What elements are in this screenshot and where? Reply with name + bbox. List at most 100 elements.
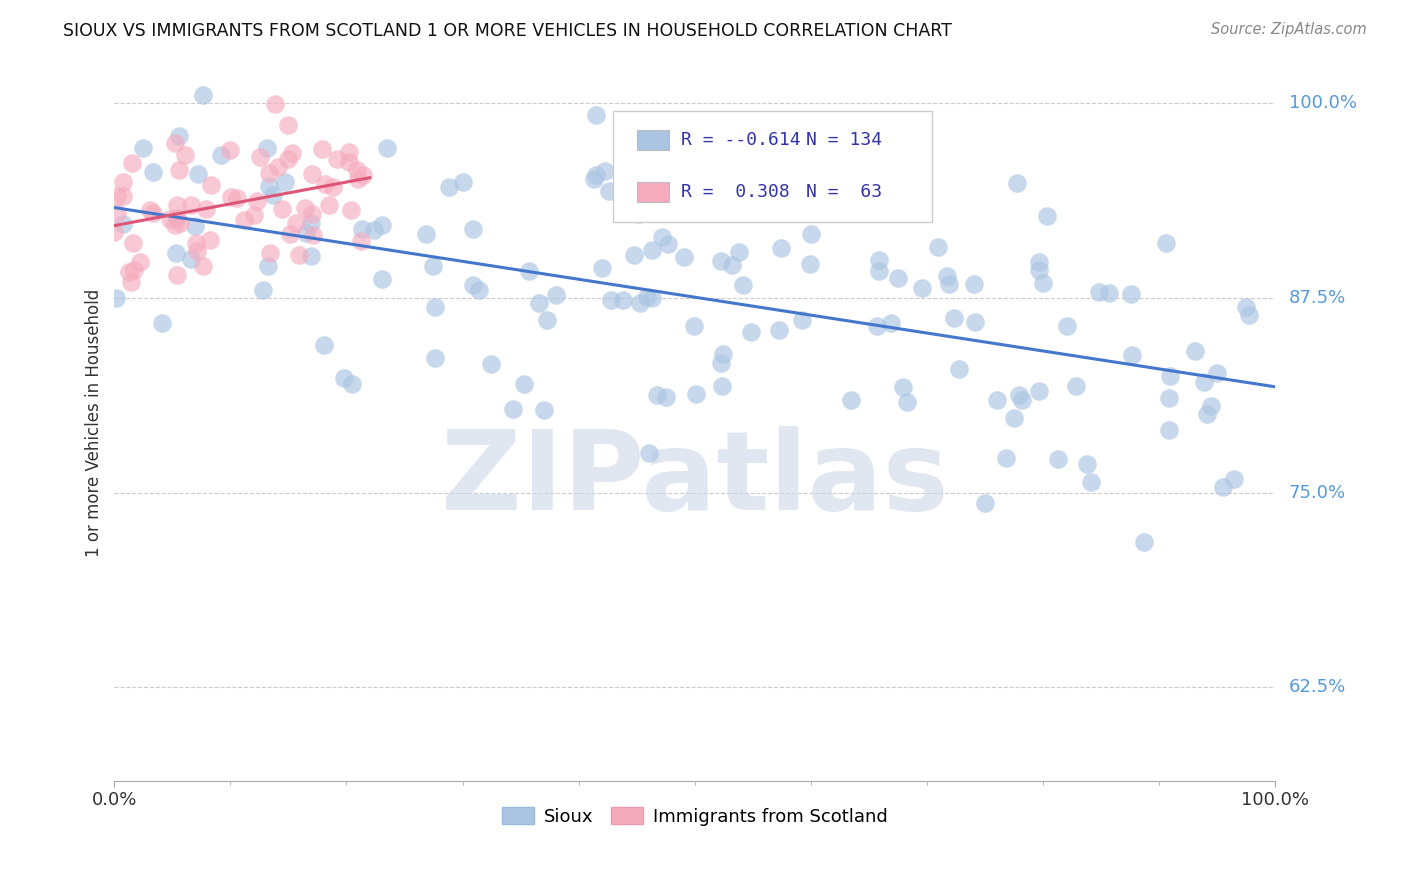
Point — [252, 283, 274, 297]
Point — [332, 371, 354, 385]
Point — [1064, 379, 1087, 393]
Point — [628, 207, 651, 221]
Point — [337, 145, 360, 159]
Point — [927, 240, 949, 254]
Point — [886, 271, 908, 285]
Point — [868, 264, 890, 278]
Point — [350, 234, 373, 248]
Point — [111, 217, 134, 231]
Point — [187, 167, 209, 181]
Point — [502, 401, 524, 416]
Point — [599, 293, 621, 307]
Point — [1028, 384, 1050, 398]
Point — [655, 390, 678, 404]
Point — [340, 203, 363, 218]
Point — [651, 230, 673, 244]
Point — [165, 136, 187, 150]
Point — [768, 323, 790, 337]
Point — [169, 216, 191, 230]
Point — [191, 260, 214, 274]
Point — [165, 219, 187, 233]
Point — [257, 259, 280, 273]
Point — [461, 278, 484, 293]
Point — [311, 142, 333, 156]
Point — [118, 265, 141, 279]
Point — [1206, 366, 1229, 380]
Text: ZIPatlas: ZIPatlas — [440, 426, 949, 533]
Point — [233, 213, 256, 227]
Point — [839, 392, 862, 407]
Point — [1121, 348, 1143, 362]
Point — [868, 253, 890, 268]
Point — [1154, 235, 1177, 250]
Point — [278, 227, 301, 241]
Point — [546, 288, 568, 302]
Point — [350, 222, 373, 236]
Point — [302, 228, 325, 243]
Point — [166, 198, 188, 212]
Point — [636, 290, 658, 304]
Text: R =  0.308: R = 0.308 — [681, 183, 789, 202]
Point — [1036, 209, 1059, 223]
Point — [180, 198, 202, 212]
Point — [425, 351, 447, 366]
Point — [167, 163, 190, 178]
Point — [533, 403, 555, 417]
Point — [340, 377, 363, 392]
Text: 62.5%: 62.5% — [1289, 679, 1346, 697]
Point — [683, 319, 706, 334]
Point — [710, 254, 733, 268]
Point — [122, 236, 145, 251]
Point — [866, 319, 889, 334]
Point — [612, 293, 634, 307]
Point — [935, 268, 957, 283]
Point — [294, 201, 316, 215]
Point — [267, 160, 290, 174]
Point — [363, 222, 385, 236]
Point — [245, 194, 267, 208]
Point — [585, 108, 607, 122]
Point — [198, 233, 221, 247]
Point — [517, 264, 540, 278]
Point — [710, 379, 733, 393]
Point — [1056, 319, 1078, 334]
Point — [105, 206, 128, 220]
Point — [200, 178, 222, 192]
Point — [299, 216, 322, 230]
Point — [318, 198, 340, 212]
Point — [974, 496, 997, 510]
Point — [415, 227, 437, 241]
Point — [259, 246, 281, 260]
Point — [243, 208, 266, 222]
Point — [138, 203, 160, 218]
Point — [623, 248, 645, 262]
Point — [287, 248, 309, 262]
Point — [770, 241, 793, 255]
Point — [995, 450, 1018, 465]
Point — [808, 163, 831, 178]
Point — [938, 277, 960, 291]
Point — [1002, 411, 1025, 425]
Point — [281, 146, 304, 161]
Point — [666, 178, 689, 193]
Point — [150, 316, 173, 330]
Point — [582, 171, 605, 186]
Point — [1239, 308, 1261, 322]
Point — [184, 219, 207, 233]
Point — [166, 268, 188, 282]
FancyBboxPatch shape — [613, 111, 932, 222]
Point — [299, 249, 322, 263]
Point — [711, 347, 734, 361]
Point — [641, 291, 664, 305]
Point — [285, 216, 308, 230]
Point — [221, 189, 243, 203]
Point — [103, 225, 125, 239]
Point — [709, 356, 731, 370]
Text: 87.5%: 87.5% — [1289, 289, 1346, 307]
Point — [645, 387, 668, 401]
Point — [211, 147, 233, 161]
Point — [271, 202, 294, 217]
Point — [1028, 262, 1050, 277]
Point — [513, 377, 536, 392]
Point — [370, 271, 392, 285]
